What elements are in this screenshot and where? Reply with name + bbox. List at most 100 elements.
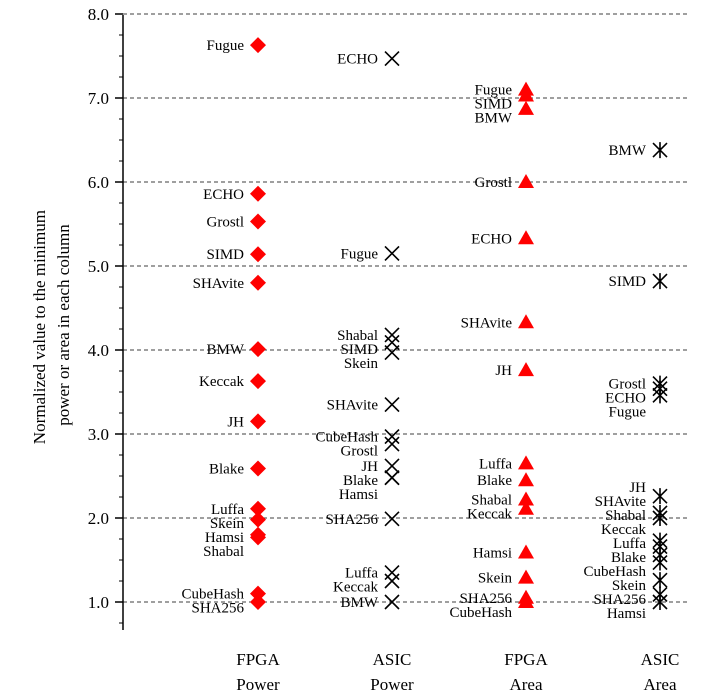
point-label: Fugue xyxy=(475,83,513,99)
data-point: BMW xyxy=(207,341,266,358)
point-label: SHAvite xyxy=(327,398,379,414)
gridlines xyxy=(123,13,690,603)
point-label: Hamsi xyxy=(205,530,244,546)
asterisk-marker xyxy=(652,273,668,290)
point-label: Luffa xyxy=(479,456,512,472)
data-point: Keccak xyxy=(467,500,534,523)
point-label: ECHO xyxy=(605,391,646,407)
y-tick-label: 6.0 xyxy=(88,173,109,192)
triangle-marker xyxy=(518,500,534,515)
point-label: ECHO xyxy=(203,187,244,203)
diamond-marker xyxy=(250,341,266,358)
x-category-label: ASIC xyxy=(373,650,412,669)
category-labels: FPGA Power ASIC Power FPGA Area ASIC Area xyxy=(236,650,679,694)
point-label: Shabal xyxy=(337,328,378,344)
y-tick-label: 1.0 xyxy=(88,593,109,612)
data-point: Grostl xyxy=(341,436,400,460)
data-point: BMW xyxy=(341,594,400,611)
point-label: Luffa xyxy=(211,502,244,518)
point-label: Fugue xyxy=(341,246,379,262)
triangle-marker xyxy=(518,455,534,470)
data-point: CubeHash xyxy=(316,428,400,446)
asterisk-marker xyxy=(652,142,668,159)
point-label: SHA256 xyxy=(191,601,244,617)
y-tick-label: 2.0 xyxy=(88,509,109,528)
data-point: Hamsi xyxy=(607,594,668,622)
x-category-label: Area xyxy=(509,675,542,694)
asterisk-marker xyxy=(652,572,668,589)
data-point: Keccak xyxy=(333,573,400,596)
data-point: ECHO xyxy=(203,185,266,203)
diamond-marker xyxy=(250,500,266,517)
data-point: SHA256 xyxy=(191,594,266,617)
data-point: SIMD xyxy=(608,273,668,290)
point-label: SIMD xyxy=(474,97,512,113)
data-point: Blake xyxy=(209,460,266,477)
data-point: Grostl xyxy=(475,174,534,191)
triangle-marker xyxy=(518,230,534,245)
triangle-marker xyxy=(518,314,534,329)
point-label: SHA256 xyxy=(325,512,378,528)
point-label: CubeHash xyxy=(584,564,647,580)
y-axis-title-line-2: power or area in each column xyxy=(54,224,73,426)
point-label: Grostl xyxy=(609,377,647,393)
x-marker xyxy=(384,344,400,361)
point-label: JH xyxy=(495,363,512,379)
data-point: JH xyxy=(629,480,668,505)
point-label: Fugue xyxy=(207,38,245,54)
x-marker xyxy=(384,327,400,343)
data-point: SHAvite xyxy=(193,274,266,292)
x-marker xyxy=(384,573,400,589)
data-point: Shabal xyxy=(605,508,668,526)
diamond-marker xyxy=(250,373,266,390)
point-label: JH xyxy=(361,459,378,475)
data-point: JH xyxy=(495,362,534,379)
y-axis-title: Normalized value to the minimum power or… xyxy=(30,206,73,444)
point-label: ECHO xyxy=(471,231,512,247)
diamond-marker xyxy=(250,594,266,610)
y-tick-label: 8.0 xyxy=(88,5,109,24)
x-category-label: FPGA xyxy=(236,650,280,669)
x-category-label: FPGA xyxy=(504,650,548,669)
point-label: Skein xyxy=(344,356,379,372)
x-marker xyxy=(384,594,400,610)
point-label: JH xyxy=(227,414,244,430)
diamond-marker xyxy=(250,511,266,528)
data-point: Shabal xyxy=(337,327,400,344)
data-point: SIMD xyxy=(474,87,534,113)
triangle-marker xyxy=(518,594,534,608)
data-point: JH xyxy=(361,458,400,475)
data-point: Blake xyxy=(477,472,534,489)
point-label: Skein xyxy=(612,578,647,594)
data-point: Grostl xyxy=(207,213,266,230)
point-label: Keccak xyxy=(601,522,646,538)
x-category-label: Power xyxy=(370,675,414,694)
column-series: Fugue ECHO Grostl SIMD SHAvite BMW Keccak JH Bla… xyxy=(182,37,266,617)
point-label: SHA256 xyxy=(593,592,646,608)
data-point: Fugue xyxy=(341,245,400,262)
point-label: Shabal xyxy=(203,544,244,560)
point-label: SHA256 xyxy=(459,591,512,607)
data-point: BMW xyxy=(609,142,668,159)
diamond-marker xyxy=(250,37,266,54)
point-label: Blake xyxy=(343,473,378,489)
point-label: Blake xyxy=(611,550,646,566)
triangle-marker xyxy=(518,491,534,506)
point-label: Skein xyxy=(478,571,513,587)
diamond-marker xyxy=(250,529,266,546)
point-label: Hamsi xyxy=(473,545,512,561)
diamond-marker xyxy=(250,413,266,430)
point-label: Hamsi xyxy=(339,487,378,503)
triangle-marker xyxy=(518,87,534,102)
point-label: Luffa xyxy=(345,566,378,582)
data-point: ECHO xyxy=(337,50,400,68)
point-label: Skein xyxy=(210,516,245,532)
point-label: JH xyxy=(629,480,646,496)
point-label: SIMD xyxy=(608,274,646,290)
data-point: Hamsi xyxy=(473,544,534,561)
point-label: Grostl xyxy=(207,214,245,230)
data-point: SHA256 xyxy=(325,511,400,528)
point-label: CubeHash xyxy=(450,605,513,621)
